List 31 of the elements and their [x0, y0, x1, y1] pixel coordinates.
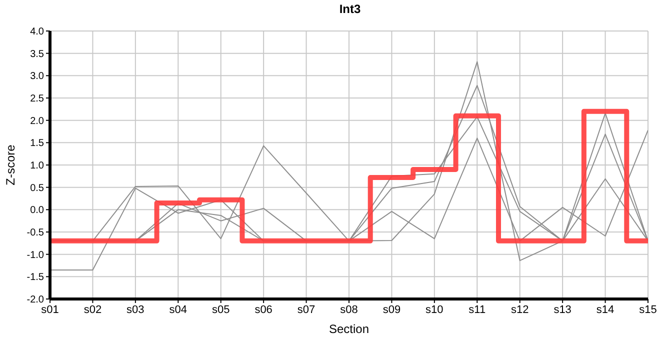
chart-title: Int3 — [338, 2, 362, 16]
x-tick-label: s11 — [468, 304, 486, 316]
y-tick-label: 1.0 — [30, 160, 44, 172]
x-tick-label: s04 — [169, 304, 188, 316]
y-tick-label: -1.0 — [26, 250, 44, 261]
y-tick-label: 0.0 — [30, 205, 44, 216]
x-tick-label: s05 — [212, 304, 230, 316]
x-tick-label: s14 — [596, 304, 614, 316]
y-tick-label: 4.0 — [30, 26, 44, 38]
y-tick-label: 3.5 — [30, 48, 44, 60]
x-tick-label: s02 — [84, 304, 102, 316]
x-tick-label: s10 — [426, 304, 444, 316]
y-tick-label: -0.5 — [26, 228, 44, 239]
y-tick-label: 0.5 — [30, 182, 44, 194]
x-axis-title: Section — [328, 322, 370, 336]
y-axis-title: Z-score — [3, 144, 18, 186]
x-tick-label: s06 — [254, 304, 272, 316]
y-tick-label: 1.5 — [30, 138, 44, 150]
x-tick-label: s08 — [340, 304, 358, 316]
x-tick-label: s07 — [297, 304, 316, 316]
x-tick-label: s13 — [554, 304, 572, 316]
y-tick-label: 2.5 — [30, 94, 44, 105]
x-tick-label: s01 — [41, 304, 59, 316]
x-tick-label: s15 — [639, 304, 657, 316]
x-tick-label: s03 — [126, 304, 144, 316]
y-tick-label: 2.0 — [30, 116, 44, 127]
y-tick-label: -2.0 — [26, 294, 44, 306]
x-tick-label: s12 — [510, 304, 529, 316]
x-tick-label: s09 — [382, 304, 401, 316]
y-tick-label: -1.5 — [26, 272, 44, 284]
y-tick-label: 3.0 — [30, 71, 44, 82]
